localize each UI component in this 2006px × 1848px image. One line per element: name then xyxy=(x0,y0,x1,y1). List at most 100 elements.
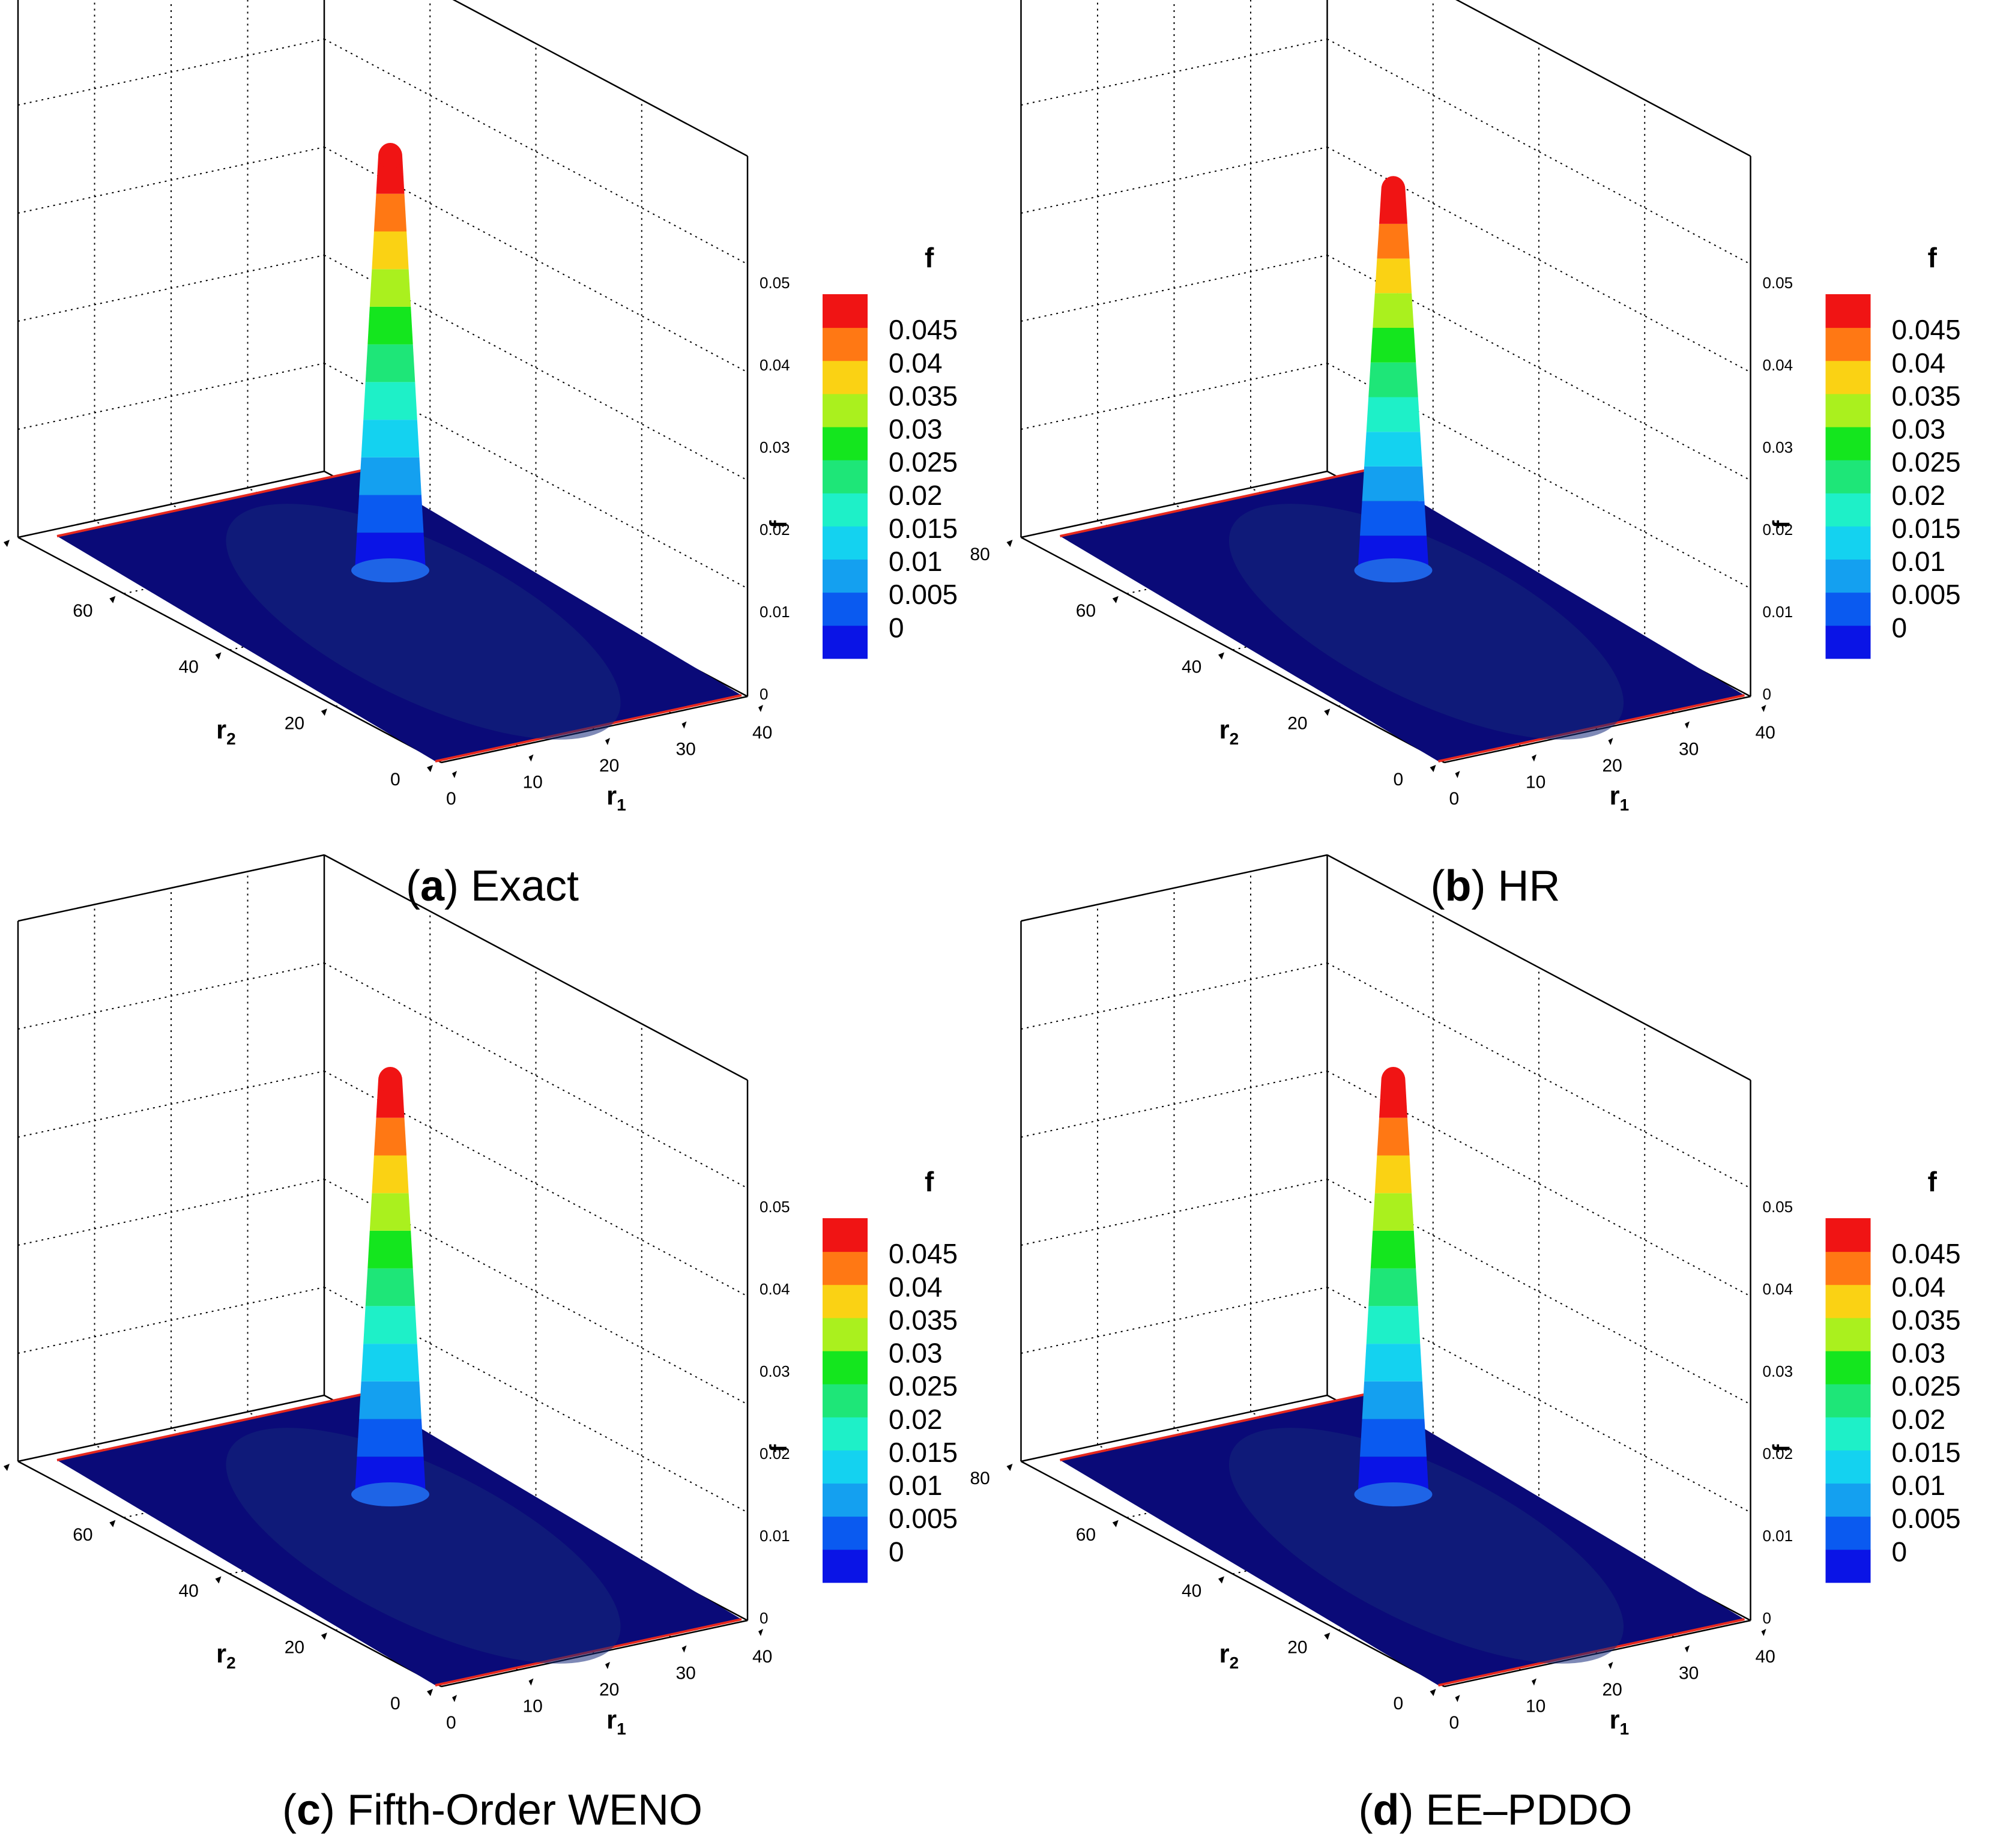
legend-title: f xyxy=(1928,1166,1938,1197)
r1-tick-label: 30 xyxy=(676,1664,696,1683)
peak-surface xyxy=(1354,1067,1433,1506)
r1-tick-label: 40 xyxy=(1756,1647,1775,1667)
caption-text: Exact xyxy=(471,862,579,910)
legend-label: 0 xyxy=(889,1536,904,1567)
f-tick-label: 0 xyxy=(1763,685,1771,703)
surface-ripple xyxy=(1228,504,1624,740)
f-tick-label: 0.03 xyxy=(1763,438,1793,456)
box-edge xyxy=(17,1394,325,1463)
legend-label: 0.025 xyxy=(889,1371,958,1402)
f-tick-label: 0.02 xyxy=(760,521,790,539)
surface-edge xyxy=(56,1393,364,1461)
legend-swatch xyxy=(823,625,868,659)
tick-mark xyxy=(109,1520,116,1527)
legend-label: 0.01 xyxy=(889,1470,943,1501)
r2-main: r xyxy=(216,715,226,744)
f-tick-label: 0.02 xyxy=(1763,1445,1793,1463)
r2-axis-label: r2 xyxy=(1219,715,1239,748)
r2-tick-label: 0 xyxy=(390,1694,400,1714)
legend-label: 0.02 xyxy=(889,1404,943,1435)
r2-tick-label: 60 xyxy=(73,601,92,621)
tick-mark xyxy=(1324,1632,1331,1640)
chart-panel-a: 01020304002040608000.010.020.030.040.05r… xyxy=(4,0,958,910)
r1-tick-label: 30 xyxy=(1679,1664,1699,1683)
peak-top xyxy=(378,1067,402,1093)
r1-tick-label: 40 xyxy=(752,1647,772,1667)
legend-swatch xyxy=(823,1549,868,1583)
r2-axis-label: r2 xyxy=(216,715,236,748)
r2-sub: 2 xyxy=(1230,1653,1239,1672)
caption-text: HR xyxy=(1497,862,1560,910)
r2-tick-label: 40 xyxy=(1182,1581,1201,1601)
legend-swatch xyxy=(823,1350,868,1384)
peak-band xyxy=(1377,223,1410,259)
legend-label: 0.025 xyxy=(889,447,958,478)
grid-line xyxy=(17,255,325,322)
tick-mark xyxy=(1532,1678,1536,1686)
tick-mark xyxy=(452,1695,457,1702)
peak-band xyxy=(1364,1344,1422,1381)
tick-mark xyxy=(1455,1695,1460,1702)
peak-base xyxy=(1354,558,1433,582)
legend-swatch xyxy=(1825,592,1871,626)
legend-label: 0.04 xyxy=(889,347,943,378)
tick-mark xyxy=(1685,1645,1690,1653)
r2-tick-label: 0 xyxy=(390,770,400,790)
legend-label: 0.02 xyxy=(1892,480,1946,511)
peak-band xyxy=(1370,1230,1416,1269)
legend-label: 0.015 xyxy=(889,1437,958,1468)
r1-tick-label: 0 xyxy=(1449,789,1460,809)
r2-main: r xyxy=(1219,715,1230,744)
caption-open: ( xyxy=(1431,862,1445,910)
tick-mark xyxy=(215,652,222,660)
caption-close: ) xyxy=(321,1786,347,1834)
legend-swatch xyxy=(1825,1516,1871,1550)
legend-label: 0.01 xyxy=(1892,546,1946,577)
peak-surface xyxy=(351,143,429,582)
r2-sub: 2 xyxy=(1230,729,1239,748)
f-tick-label: 0.04 xyxy=(1763,356,1793,374)
peak-band xyxy=(372,1155,409,1194)
caption: (b) HR xyxy=(1431,862,1560,910)
legend-label: 0.02 xyxy=(1892,1404,1946,1435)
legend-label: 0.02 xyxy=(889,480,943,511)
tick-mark xyxy=(452,771,457,778)
r2-main: r xyxy=(1219,1639,1230,1668)
caption-close: ) xyxy=(1399,1786,1425,1834)
legend-label: 0.005 xyxy=(889,1503,958,1534)
legend-label: 0.03 xyxy=(889,1338,943,1369)
tick-mark xyxy=(321,708,327,716)
box-edge xyxy=(1021,470,1328,539)
legend-swatch xyxy=(1825,327,1871,361)
r2-main: r xyxy=(216,1639,226,1668)
r2-sub: 2 xyxy=(226,729,236,748)
f-tick-label: 0.05 xyxy=(1763,1198,1793,1216)
box-edge xyxy=(1455,0,1751,157)
f-axis-label: f xyxy=(1769,1444,1795,1452)
r2-tick-label: 80 xyxy=(970,1469,990,1488)
tick-mark xyxy=(4,1464,10,1471)
r1-tick-label: 20 xyxy=(1603,1680,1622,1700)
tick-mark xyxy=(427,1689,433,1696)
legend-swatch xyxy=(1825,525,1871,560)
legend-swatch xyxy=(1825,1284,1871,1318)
legend-label: 0.01 xyxy=(889,546,943,577)
grid-line xyxy=(1021,255,1328,322)
peak-band xyxy=(1360,1419,1427,1457)
legend-swatch xyxy=(1825,294,1871,328)
r1-main: r xyxy=(606,781,617,811)
legend-title: f xyxy=(925,242,934,273)
legend-swatch xyxy=(1825,492,1871,527)
grid-line xyxy=(17,1070,325,1138)
r1-axis-label: r1 xyxy=(1610,781,1630,814)
grid-line xyxy=(1021,146,1328,214)
peak-band xyxy=(367,1230,413,1269)
grid-line xyxy=(1021,1287,1328,1354)
tick-mark xyxy=(427,765,433,772)
grid-line xyxy=(1021,1070,1328,1138)
r1-tick-label: 0 xyxy=(446,1713,456,1733)
tick-mark xyxy=(605,1662,610,1669)
surface-ripple xyxy=(1228,1428,1624,1664)
r2-tick-label: 0 xyxy=(1394,1694,1404,1714)
